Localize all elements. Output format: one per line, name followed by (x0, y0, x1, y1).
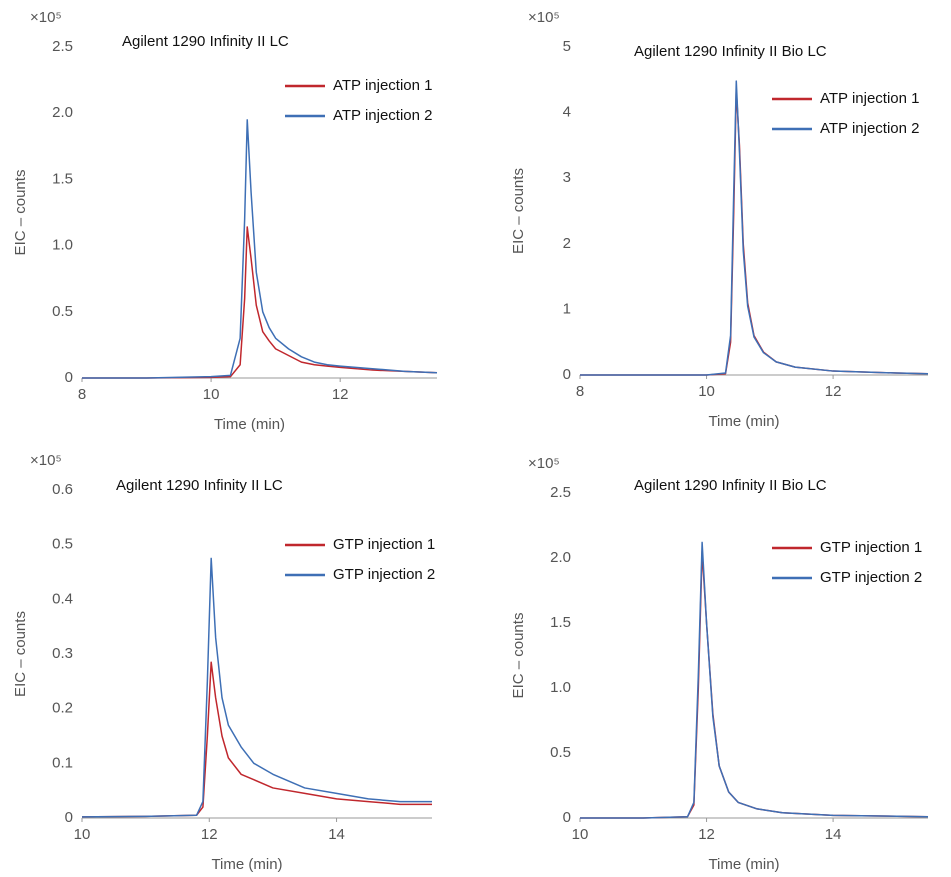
chart-title: Agilent 1290 Infinity II LC (122, 33, 289, 50)
y-multiplier: ×10⁵ (528, 9, 560, 26)
y-tick-label: 2.5 (52, 38, 73, 55)
y-tick-label: 0 (65, 809, 73, 826)
chart-title: Agilent 1290 Infinity II Bio LC (634, 477, 827, 494)
legend-label: ATP injection 2 (333, 107, 433, 124)
y-multiplier: ×10⁵ (528, 455, 560, 472)
data-line (580, 80, 929, 376)
legend-label: GTP injection 2 (820, 569, 922, 586)
y-tick-label: 0.1 (52, 754, 73, 771)
x-tick-label: 14 (825, 826, 842, 843)
x-tick-label: 8 (576, 383, 584, 400)
data-line (81, 661, 432, 818)
y-tick-label: 0 (563, 809, 571, 826)
y-multiplier: ×10⁵ (30, 9, 62, 26)
chart-title: Agilent 1290 Infinity II Bio LC (634, 43, 827, 60)
y-tick-label: 0.5 (550, 744, 571, 761)
y-tick-label: 2.0 (52, 104, 73, 121)
data-line (580, 550, 929, 819)
y-tick-label: 1.0 (550, 679, 571, 696)
y-tick-label: 1.5 (52, 170, 73, 187)
y-tick-label: 2.5 (550, 484, 571, 501)
y-tick-label: 2.0 (550, 549, 571, 566)
x-tick-label: 10 (572, 826, 589, 843)
x-tick-label: 12 (698, 826, 715, 843)
x-tick-label: 12 (825, 383, 842, 400)
x-tick-label: 8 (78, 386, 86, 403)
y-tick-label: 0 (65, 369, 73, 386)
data-line (82, 119, 438, 379)
legend-label: GTP injection 2 (333, 566, 435, 583)
data-line (82, 226, 438, 379)
legend-label: ATP injection 1 (333, 77, 433, 94)
y-tick-label: 4 (563, 104, 571, 121)
x-tick-label: 12 (332, 386, 349, 403)
y-tick-label: 5 (563, 38, 571, 55)
y-tick-label: 0.6 (52, 481, 73, 498)
y-tick-label: 0.4 (52, 590, 73, 607)
legend-label: GTP injection 1 (820, 539, 922, 556)
y-tick-label: 1.0 (52, 237, 73, 254)
x-tick-label: 14 (328, 826, 345, 843)
x-axis-label: Time (min) (211, 856, 282, 873)
y-axis-label: EIC – counts (510, 613, 527, 699)
x-tick-label: 10 (203, 386, 220, 403)
x-tick-label: 12 (201, 826, 218, 843)
y-axis-label: EIC – counts (12, 611, 29, 697)
chart-title: Agilent 1290 Infinity II LC (116, 477, 283, 494)
y-tick-label: 1.5 (550, 614, 571, 631)
y-tick-label: 0 (563, 366, 571, 383)
y-axis-label: EIC – counts (12, 170, 29, 256)
y-tick-label: 0.3 (52, 645, 73, 662)
y-tick-label: 2 (563, 235, 571, 252)
y-tick-label: 0.5 (52, 303, 73, 320)
x-tick-label: 10 (698, 383, 715, 400)
y-tick-label: 3 (563, 169, 571, 186)
x-axis-label: Time (min) (708, 856, 779, 873)
legend-label: ATP injection 1 (820, 90, 920, 107)
y-tick-label: 1 (563, 300, 571, 317)
y-tick-label: 0.5 (52, 536, 73, 553)
y-axis-label: EIC – counts (510, 168, 527, 254)
x-axis-label: Time (min) (708, 413, 779, 430)
x-tick-label: 10 (74, 826, 91, 843)
data-line (81, 557, 432, 818)
data-line (580, 541, 929, 819)
legend-label: ATP injection 2 (820, 120, 920, 137)
x-axis-label: Time (min) (214, 416, 285, 433)
y-multiplier: ×10⁵ (30, 452, 62, 469)
y-tick-label: 0.2 (52, 700, 73, 717)
legend-label: GTP injection 1 (333, 536, 435, 553)
